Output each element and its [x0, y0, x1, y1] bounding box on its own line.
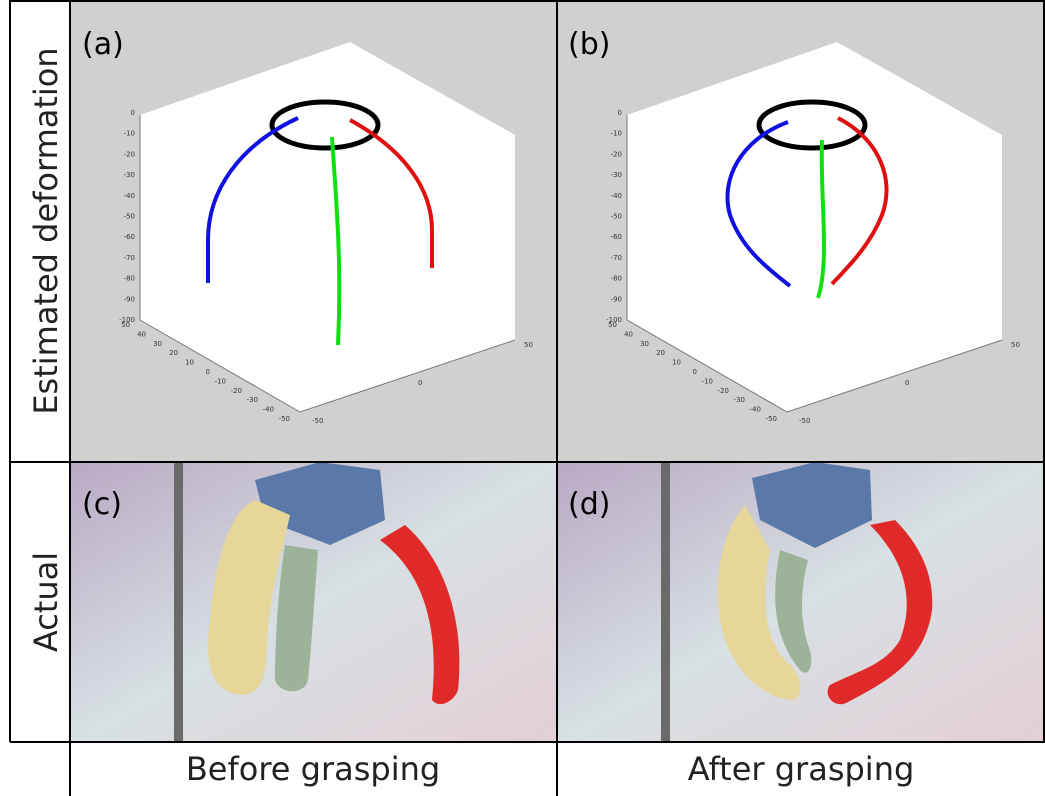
- x-tick-label: 0: [905, 379, 909, 387]
- column-label: After grasping: [688, 750, 915, 788]
- y-tick-label: 50: [121, 321, 130, 329]
- z-tick-label: -60: [611, 233, 622, 241]
- panel-letter: (d): [568, 487, 610, 522]
- y-tick-label: -50: [766, 415, 777, 423]
- y-tick-label: -50: [279, 415, 290, 423]
- row-label: Estimated deformation: [27, 47, 65, 414]
- x-tick-label: 50: [1011, 341, 1020, 349]
- y-tick-label: -10: [702, 377, 713, 385]
- photo: [557, 462, 1045, 742]
- panel-letter: (c): [82, 487, 122, 522]
- y-tick-label: 0: [206, 368, 210, 376]
- x-tick-label: -50: [799, 417, 810, 425]
- y-tick-label: 40: [624, 330, 633, 338]
- z-tick-label: -90: [611, 295, 622, 303]
- z-tick-label: -40: [611, 192, 622, 200]
- y-tick-label: 10: [672, 359, 681, 367]
- y-tick-label: 10: [185, 359, 194, 367]
- y-tick-label: -10: [215, 377, 226, 385]
- y-tick-label: -30: [247, 396, 258, 404]
- z-tick-label: -80: [124, 275, 135, 283]
- y-tick-label: 20: [169, 349, 178, 357]
- y-tick-label: 0: [693, 368, 697, 376]
- figure: Estimated deformation Actual Before gras…: [0, 0, 1045, 796]
- column-label: Before grasping: [186, 750, 440, 788]
- y-tick-label: -30: [734, 396, 745, 404]
- z-tick-label: 0: [618, 109, 622, 117]
- z-tick-label: -20: [611, 150, 622, 158]
- z-tick-label: -30: [124, 171, 135, 179]
- z-tick-label: -80: [611, 275, 622, 283]
- y-tick-label: 50: [608, 321, 617, 329]
- x-tick-label: 0: [418, 379, 422, 387]
- z-tick-label: -40: [124, 192, 135, 200]
- y-tick-label: 30: [153, 340, 162, 348]
- z-tick-label: 0: [131, 109, 135, 117]
- y-tick-label: -40: [750, 406, 761, 414]
- rod: [661, 462, 670, 742]
- row-label: Actual: [27, 552, 65, 652]
- y-tick-label: 30: [640, 340, 649, 348]
- y-tick-label: -20: [231, 387, 242, 395]
- y-tick-label: 40: [137, 330, 146, 338]
- z-tick-label: -20: [124, 150, 135, 158]
- z-tick-label: -10: [611, 130, 622, 138]
- x-tick-label: -50: [312, 417, 323, 425]
- y-tick-label: -40: [263, 406, 274, 414]
- y-tick-label: 20: [656, 349, 665, 357]
- y-tick-label: -20: [718, 387, 729, 395]
- panel-letter: (b): [568, 27, 610, 62]
- z-tick-label: -50: [611, 213, 622, 221]
- panel-letter: (a): [82, 27, 124, 62]
- z-tick-label: -70: [124, 254, 135, 262]
- z-tick-label: -30: [611, 171, 622, 179]
- rod: [174, 462, 183, 742]
- z-tick-label: -50: [124, 213, 135, 221]
- x-tick-label: 50: [524, 341, 533, 349]
- z-tick-label: -10: [124, 130, 135, 138]
- z-tick-label: -60: [124, 233, 135, 241]
- z-tick-label: -90: [124, 295, 135, 303]
- photo: [70, 462, 557, 742]
- z-tick-label: -70: [611, 254, 622, 262]
